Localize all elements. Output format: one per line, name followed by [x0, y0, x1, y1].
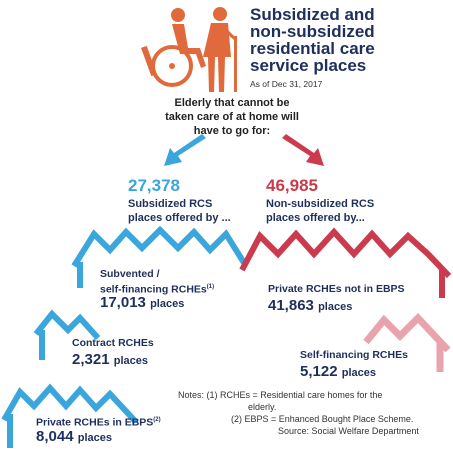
non-subsidized-label: Non-subsidized RCS places offered by... [266, 197, 374, 225]
item-value: 8,044 [36, 428, 74, 445]
page-title: Subsidized and non-subsidized residentia… [250, 6, 450, 74]
item-unit: places [150, 298, 185, 310]
item-name-line: self-financing RCHEs [100, 283, 207, 296]
footnote-marker: (2) [153, 417, 161, 423]
title-line: Subsidized and [250, 5, 375, 24]
item-name-line: Self-financing RCHEs [300, 349, 408, 361]
arrow-down-left-icon [164, 134, 206, 166]
wheelchair-user-icon [141, 8, 206, 87]
item-private-non-ebps-label: Private RCHEs not in EBPS [268, 283, 405, 296]
subsidized-label-line: Subsidized RCS [128, 198, 213, 210]
subsidized-label: Subsidized RCS places offered by ... [128, 197, 231, 225]
item-subvented-value: 17,013 places [100, 294, 184, 311]
item-contract-value: 2,321 places [72, 351, 148, 368]
non-subsidized-label-line: places offered by... [266, 212, 365, 224]
footnote-marker: (1) [206, 284, 215, 290]
item-name-line: Private RCHEs in EBPS [36, 416, 154, 429]
subsidized-label-line: places offered by ... [128, 212, 231, 224]
note-1: (1) RCHEs = Residential care homes for t… [206, 390, 383, 400]
note-1-continued: elderly. [248, 402, 277, 412]
item-name-line: Contract RCHEs [72, 337, 154, 349]
item-private-ebps-value: 8,044 places [36, 428, 112, 445]
item-self-financing-value: 5,122 places [300, 363, 376, 380]
item-unit: places [113, 355, 148, 367]
item-unit: places [77, 432, 112, 444]
notes-label: Notes: [178, 390, 205, 400]
non-subsidized-total: 46,985 [266, 176, 318, 195]
arrow-down-right-icon [282, 134, 324, 166]
lead-line: taken care of at home will [165, 111, 299, 123]
item-private-ebps-label: Private RCHEs in EBPS(2) [36, 414, 161, 430]
title-line: residential care [250, 39, 375, 58]
lead-text: Elderly that cannot be taken care of at … [152, 96, 312, 138]
house-roof-icon [1, 383, 139, 448]
item-subvented-label: Subvented / self-financing RCHEs(1) [100, 268, 214, 297]
note-2: (2) EBPS = Enhanced Bought Place Scheme. [231, 414, 414, 424]
item-name-line: Subvented / [100, 268, 160, 280]
house-roof-icon [363, 312, 451, 372]
item-value: 17,013 [100, 294, 146, 311]
item-name-line: Private RCHEs not in EBPS [268, 283, 405, 295]
non-subsidized-label-line: Non-subsidized RCS [266, 198, 375, 210]
as-of-date: As of Dec 31, 2017 [250, 79, 323, 89]
item-unit: places [318, 301, 353, 313]
lead-line: have to go for: [193, 125, 271, 137]
item-value: 41,863 [268, 297, 314, 314]
elderly-illustration [141, 7, 237, 92]
lead-line: Elderly that cannot be [174, 97, 290, 109]
house-roof-icon [239, 227, 452, 298]
title-line: non-subsidized [250, 22, 375, 41]
subsidized-total: 27,378 [128, 176, 180, 195]
item-private-non-ebps-value: 41,863 places [268, 297, 352, 314]
footnotes: Notes: (1) RCHEs = Residential care home… [178, 389, 450, 437]
elderly-with-cane-icon [203, 7, 237, 92]
house-roof-icon [71, 225, 249, 288]
item-value: 5,122 [300, 363, 338, 380]
title-line: service places [250, 56, 367, 75]
source-credit: Source: Social Welfare Department [278, 426, 419, 436]
item-unit: places [341, 367, 376, 379]
house-roof-icon [33, 309, 101, 360]
item-value: 2,321 [72, 351, 110, 368]
item-self-financing-label: Self-financing RCHEs [300, 349, 408, 362]
item-contract-label: Contract RCHEs [72, 337, 154, 350]
